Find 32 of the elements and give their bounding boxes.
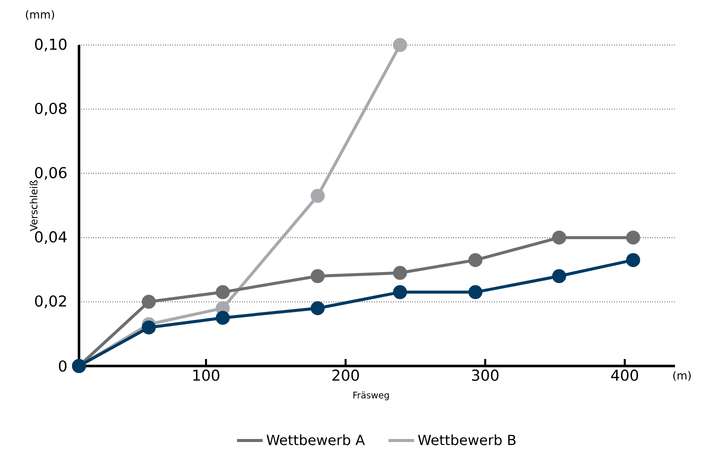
x-axis-title: Fräsweg — [353, 392, 389, 400]
point — [310, 269, 325, 284]
y-tick-label: 0,08 — [35, 102, 66, 116]
point — [468, 253, 482, 268]
point — [552, 230, 566, 245]
y-tick-label: 0,04 — [35, 231, 67, 244]
point — [626, 253, 640, 268]
y-tick-label: 0,02 — [35, 296, 66, 308]
point — [310, 189, 325, 204]
point — [393, 266, 408, 280]
point — [216, 311, 230, 326]
y-axis-title: Verschleiß — [30, 180, 38, 232]
x-tick-label: 400 — [611, 370, 638, 382]
x-tick-label: 100 — [193, 370, 220, 382]
point — [310, 301, 325, 316]
x-tick-label: 300 — [472, 370, 498, 382]
point — [142, 295, 156, 310]
y-tick-label: 0 — [58, 360, 66, 372]
point — [216, 285, 230, 300]
y-tick-label: 0,10 — [35, 38, 66, 52]
legend-label: Wettbewerb B — [418, 434, 516, 446]
y-tick-label: 0,06 — [35, 167, 67, 180]
point — [393, 38, 408, 52]
point — [142, 320, 156, 335]
point — [626, 230, 640, 245]
x-tick-label: 200 — [332, 370, 359, 382]
text: (mm) — [26, 10, 54, 20]
point — [468, 285, 482, 300]
point — [552, 269, 566, 284]
text: (m) — [673, 371, 691, 382]
point — [393, 285, 408, 300]
legend-label: Wettbewerb A — [266, 434, 365, 446]
